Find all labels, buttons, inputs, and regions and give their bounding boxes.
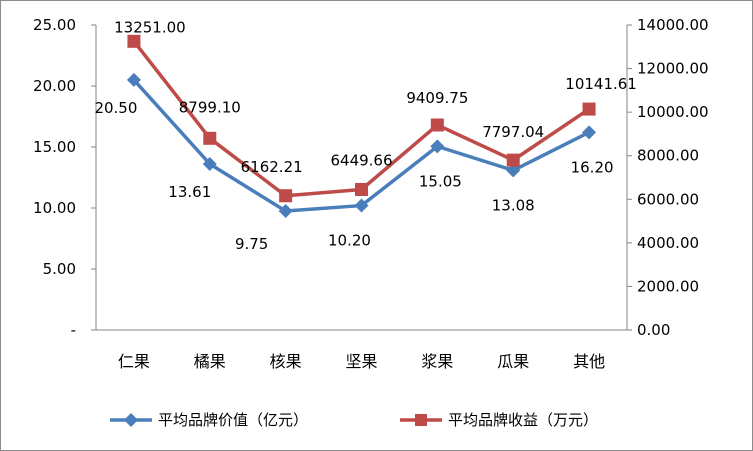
right-tick-label: 6000.00 (637, 190, 699, 208)
left-tick-label: - (71, 321, 76, 339)
left-tick-label: 25.00 (33, 16, 76, 34)
data-label: 16.20 (571, 158, 614, 176)
data-point-diamond (354, 198, 369, 213)
data-point-square (203, 131, 217, 145)
legend-label: 平均品牌价值（亿元） (158, 411, 308, 429)
data-label: 9.75 (235, 235, 268, 253)
legend-label: 平均品牌收益（万元） (448, 411, 598, 429)
data-labels: 20.50 13.61 9.75 10.20 15.05 13.08 16.20 13251.… (94, 18, 636, 253)
left-axis-ticks: - 5.00 10.00 15.00 20.00 25.00 (33, 16, 96, 339)
data-point-square (127, 34, 141, 48)
left-tick-label: 10.00 (33, 199, 76, 217)
data-label: 10.20 (328, 232, 371, 250)
data-label: 10141.61 (565, 75, 637, 93)
category-label: 瓜果 (497, 352, 529, 371)
legend: 平均品牌价值（亿元） 平均品牌收益（万元） (110, 411, 598, 429)
axes (95, 25, 628, 331)
data-label: 13251.00 (114, 18, 186, 36)
right-tick-label: 4000.00 (637, 234, 699, 252)
right-tick-label: 8000.00 (637, 147, 699, 165)
category-label: 橘果 (194, 352, 226, 371)
category-labels: 仁果 橘果 核果 坚果 浆果 瓜果 其他 (118, 352, 605, 371)
data-label: 8799.10 (179, 98, 241, 116)
data-label: 20.50 (94, 99, 137, 117)
data-point-diamond (582, 125, 597, 140)
left-tick-label: 20.00 (33, 77, 76, 95)
data-point-square (430, 118, 444, 132)
right-tick-label: 10000.00 (637, 103, 709, 121)
data-point-diamond (278, 204, 293, 219)
legend-marker-diamond (124, 413, 138, 427)
category-label: 浆果 (421, 352, 453, 371)
data-point-diamond (506, 163, 521, 178)
data-point-diamond (202, 156, 217, 171)
category-label: 核果 (270, 352, 302, 371)
data-label: 6162.21 (241, 158, 303, 176)
category-label: 仁果 (118, 352, 150, 371)
data-label: 13.61 (168, 183, 211, 201)
legend-marker-square (415, 414, 427, 426)
data-label: 13.08 (492, 196, 535, 214)
data-label: 15.05 (419, 172, 462, 190)
data-point-diamond (430, 139, 445, 154)
data-label: 6449.66 (330, 151, 392, 169)
data-label: 7797.04 (482, 123, 544, 141)
data-point-square (582, 102, 596, 116)
data-point-diamond (126, 72, 141, 87)
right-tick-label: 0.00 (637, 321, 670, 339)
right-tick-label: 14000.00 (637, 16, 709, 34)
category-label: 其他 (573, 352, 605, 371)
right-tick-label: 12000.00 (637, 60, 709, 78)
category-label: 坚果 (345, 352, 377, 371)
left-tick-label: 15.00 (33, 138, 76, 156)
data-point-square (355, 182, 368, 196)
right-tick-label: 2000.00 (637, 277, 699, 295)
right-axis-ticks: 0.00 2000.00 4000.00 6000.00 8000.00 10000.00… (627, 16, 709, 339)
data-label: 9409.75 (406, 89, 468, 107)
series-layer (126, 34, 597, 219)
left-tick-label: 5.00 (43, 260, 76, 278)
data-point-square (279, 189, 293, 203)
data-point-square (506, 153, 520, 167)
